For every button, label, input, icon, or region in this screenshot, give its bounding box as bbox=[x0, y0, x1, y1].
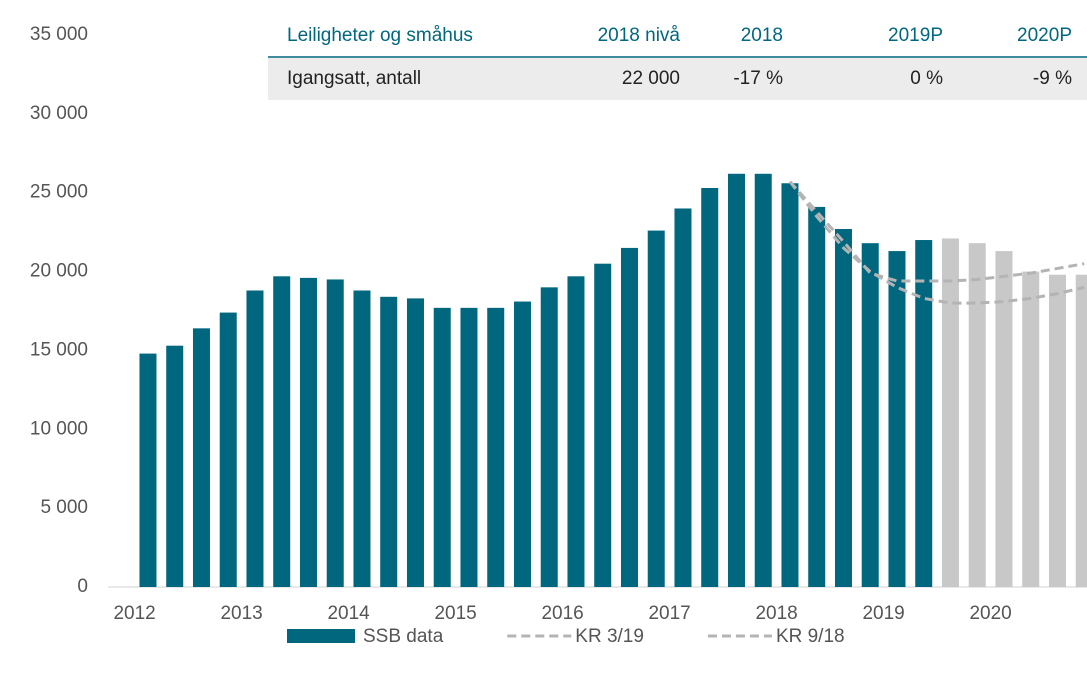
bar bbox=[1075, 274, 1087, 587]
bar bbox=[808, 206, 826, 587]
legend-swatch bbox=[287, 629, 355, 643]
bar bbox=[487, 307, 505, 587]
bar bbox=[754, 173, 772, 587]
bar bbox=[834, 228, 852, 587]
bar bbox=[326, 279, 344, 587]
bar bbox=[299, 277, 317, 587]
y-tick-label: 35 000 bbox=[30, 24, 88, 45]
bar bbox=[1022, 271, 1040, 587]
table-cell: 0 % bbox=[910, 68, 943, 89]
y-tick-label: 25 000 bbox=[30, 182, 88, 203]
table-header-cell: 2018 nivå bbox=[598, 25, 681, 46]
bar bbox=[861, 243, 879, 587]
forecast-line bbox=[788, 180, 1085, 305]
x-tick-label: 2020 bbox=[969, 603, 1011, 624]
bar bbox=[380, 296, 398, 587]
bar bbox=[594, 263, 612, 587]
bar bbox=[273, 276, 291, 587]
x-tick-label: 2015 bbox=[434, 603, 476, 624]
bar bbox=[620, 247, 638, 587]
table-row-bg bbox=[268, 58, 1087, 100]
table-header-cell: 2020P bbox=[1017, 25, 1072, 46]
bar bbox=[968, 243, 986, 587]
bar bbox=[674, 208, 692, 587]
table-cell: 22 000 bbox=[622, 68, 680, 89]
x-tick-label: 2019 bbox=[862, 603, 904, 624]
bar bbox=[433, 307, 451, 587]
bar bbox=[727, 173, 745, 587]
bar bbox=[540, 287, 558, 587]
x-tick-label: 2013 bbox=[220, 603, 262, 624]
table-header-bg bbox=[268, 12, 1087, 58]
x-tick-label: 2014 bbox=[327, 603, 370, 624]
x-tick-label: 2016 bbox=[541, 603, 583, 624]
bar bbox=[406, 298, 424, 587]
bar bbox=[219, 312, 237, 587]
table-cell: Igangsatt, antall bbox=[287, 68, 421, 89]
bar bbox=[888, 251, 906, 587]
bar bbox=[166, 345, 184, 587]
bar bbox=[139, 353, 157, 587]
y-tick-label: 10 000 bbox=[30, 418, 88, 439]
x-tick-label: 2012 bbox=[113, 603, 155, 624]
y-tick-label: 5 000 bbox=[40, 497, 88, 518]
bar bbox=[567, 276, 585, 587]
bar bbox=[353, 290, 371, 587]
y-tick-label: 30 000 bbox=[30, 103, 88, 124]
legend-label: SSB data bbox=[363, 626, 444, 647]
table-header-cell: Leiligheter og småhus bbox=[287, 25, 473, 46]
table-cell: -17 % bbox=[733, 68, 783, 89]
forecast-line bbox=[788, 180, 1085, 283]
y-tick-label: 20 000 bbox=[30, 261, 88, 282]
table-header-cell: 2018 bbox=[741, 25, 783, 46]
bar bbox=[941, 238, 959, 588]
x-tick-label: 2018 bbox=[755, 603, 797, 624]
y-tick-label: 15 000 bbox=[30, 339, 88, 360]
bar bbox=[460, 307, 478, 587]
table-header-cell: 2019P bbox=[888, 25, 943, 46]
bar bbox=[647, 230, 665, 587]
legend-label: KR 3/19 bbox=[575, 626, 644, 647]
legend-label: KR 9/18 bbox=[776, 626, 845, 647]
bar bbox=[995, 251, 1013, 587]
bar bbox=[513, 301, 531, 587]
bar bbox=[915, 240, 933, 587]
table-cell: -9 % bbox=[1033, 68, 1072, 89]
x-tick-label: 2017 bbox=[648, 603, 690, 624]
bar bbox=[246, 290, 264, 587]
bar bbox=[1048, 274, 1066, 587]
bar bbox=[192, 328, 210, 587]
bar bbox=[781, 183, 799, 587]
y-tick-label: 0 bbox=[77, 576, 88, 597]
bar bbox=[701, 187, 719, 588]
